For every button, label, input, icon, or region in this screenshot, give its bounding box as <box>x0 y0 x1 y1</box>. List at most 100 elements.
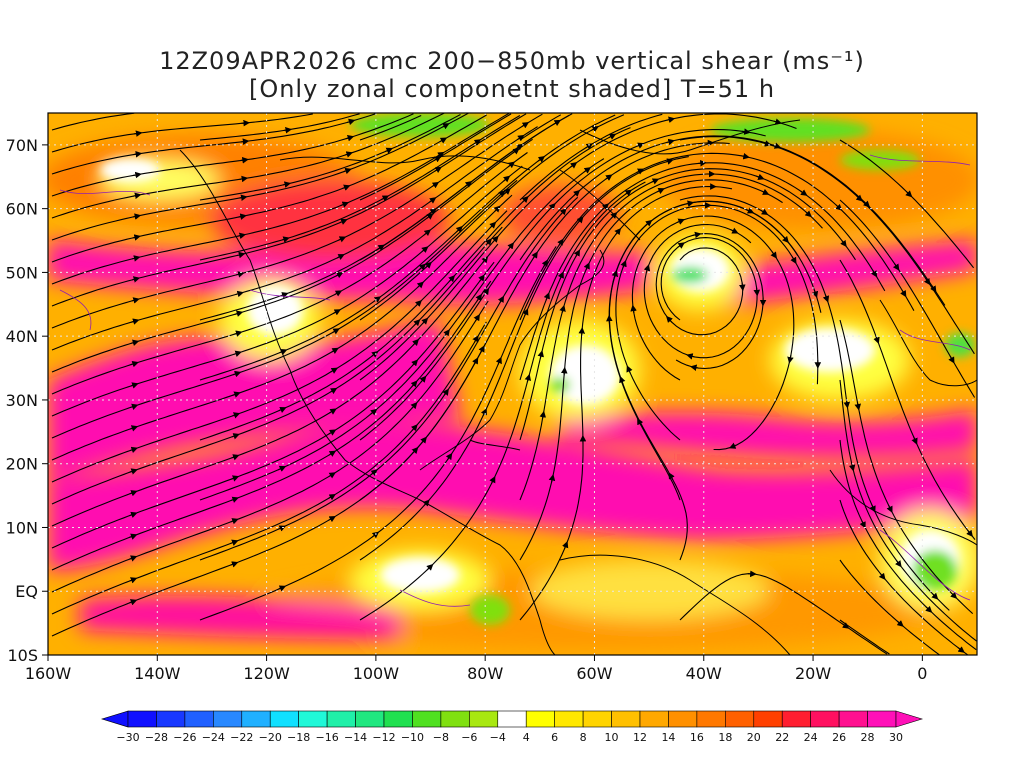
colorbar-swatch <box>867 710 897 728</box>
streamline-arrow <box>576 216 584 224</box>
colorbar-label: 4 <box>523 731 530 744</box>
colorbar-swatch <box>355 710 385 728</box>
coastlines <box>179 119 977 655</box>
streamline <box>839 499 968 655</box>
streamline-arrow <box>426 563 434 571</box>
streamline-arrow <box>426 213 434 220</box>
streamline-arrow <box>424 261 432 269</box>
streamline-arrow <box>619 375 626 385</box>
streamline <box>359 114 422 141</box>
streamline-arrow <box>131 297 140 304</box>
streamline-arrow <box>233 350 242 357</box>
streamline-arrow <box>541 259 548 268</box>
colorbar-swatch <box>383 710 413 728</box>
streamline-arrow <box>651 178 660 185</box>
streamline-arrow <box>342 184 351 191</box>
streamline-arrow <box>329 408 337 415</box>
streamline-arrow <box>239 175 249 183</box>
streamline-arrow <box>130 382 139 389</box>
streamline-arrow <box>339 218 348 225</box>
streamline-arrow <box>578 326 586 336</box>
streamline <box>199 115 521 261</box>
streamline-arrow <box>420 436 427 444</box>
streamline-arrow <box>624 189 633 197</box>
streamline-arrow <box>557 271 564 280</box>
streamline-arrow <box>441 123 450 130</box>
streamline-arrow <box>637 417 644 426</box>
streamline-arrow <box>410 380 418 388</box>
streamline-arrow <box>240 157 249 164</box>
streamline-arrow <box>328 493 336 501</box>
colorbar-swatch <box>298 710 328 728</box>
streamline-arrow <box>573 189 581 197</box>
colorbar-label: −26 <box>173 731 196 744</box>
lat-tick-label: 30N <box>6 391 38 410</box>
streamline-arrow <box>328 429 337 436</box>
colorbar-left-arrow <box>100 710 129 728</box>
colorbar-swatch <box>611 710 641 728</box>
streamline-arrow <box>900 289 907 298</box>
streamline-arrow <box>507 242 515 250</box>
streamline-arrow <box>728 442 738 449</box>
streamline <box>839 619 890 655</box>
colorbar-label: 6 <box>551 731 558 744</box>
streamline-arrow <box>129 555 138 562</box>
streamline-arrow <box>419 375 427 383</box>
streamline-arrow <box>811 289 819 299</box>
streamline-arrow <box>772 142 782 149</box>
colorbar-swatch <box>497 710 527 728</box>
streamline-arrow <box>129 533 138 540</box>
streamline-arrow <box>384 147 394 154</box>
streamline-arrow <box>328 515 336 523</box>
streamline-arrow <box>472 335 479 343</box>
lon-tick-label: 20W <box>795 664 831 683</box>
streamline-arrow <box>948 355 955 364</box>
streamline-arrow <box>804 210 812 218</box>
streamline <box>51 113 313 153</box>
streamline-arrow <box>548 203 556 211</box>
streamline-arrow <box>835 203 843 211</box>
streamline-arrow <box>436 151 445 159</box>
streamline-arrow <box>626 365 633 374</box>
colorbar-label: −8 <box>433 731 449 744</box>
streamline-arrow <box>770 251 778 259</box>
streamline-arrow <box>761 188 770 195</box>
streamline-arrow <box>521 196 529 204</box>
streamline-arrow <box>878 572 886 580</box>
title-line-1: 12Z09APR2026 cmc 200−850mb vertical shea… <box>159 47 865 75</box>
streamline-arrow <box>930 285 937 293</box>
streamline-arrow <box>416 281 424 289</box>
streamline-arrow <box>911 436 918 445</box>
streamline-arrow <box>521 121 530 129</box>
streamline-arrow <box>800 189 808 196</box>
streamline-arrow <box>493 205 501 213</box>
streamline-arrow <box>557 238 564 246</box>
streamline-arrow <box>931 592 939 600</box>
streamline-arrow <box>495 356 502 365</box>
colorbar-swatch <box>838 710 868 728</box>
streamline-arrow <box>873 335 880 344</box>
streamline-arrow <box>666 138 675 146</box>
streamline-arrow <box>231 433 240 440</box>
streamline-arrow <box>478 345 485 354</box>
lat-axis: 70N 60N 50N 40N 30N 20N 10N EQ 10S <box>6 136 48 665</box>
streamline-arrow <box>131 318 140 325</box>
streamline-arrow <box>129 425 139 432</box>
streamline-arrow <box>489 475 496 484</box>
streamline-arrow <box>445 452 453 461</box>
streamline-arrow <box>560 366 568 376</box>
streamline <box>839 139 975 269</box>
lat-tick-label: 60N <box>6 200 38 219</box>
streamline-arrow <box>333 309 342 316</box>
streamline-arrow <box>608 133 617 140</box>
streamline-arrow <box>531 251 538 259</box>
streamline-arrow <box>473 313 480 322</box>
streamline-arrow <box>524 373 532 383</box>
lat-tick-label: 70N <box>6 136 38 155</box>
streamline-arrow <box>332 328 340 335</box>
shear-field <box>48 113 977 655</box>
streamline-arrow <box>433 156 442 163</box>
streamline-arrow <box>418 263 427 271</box>
streamline-arrow <box>756 173 765 181</box>
